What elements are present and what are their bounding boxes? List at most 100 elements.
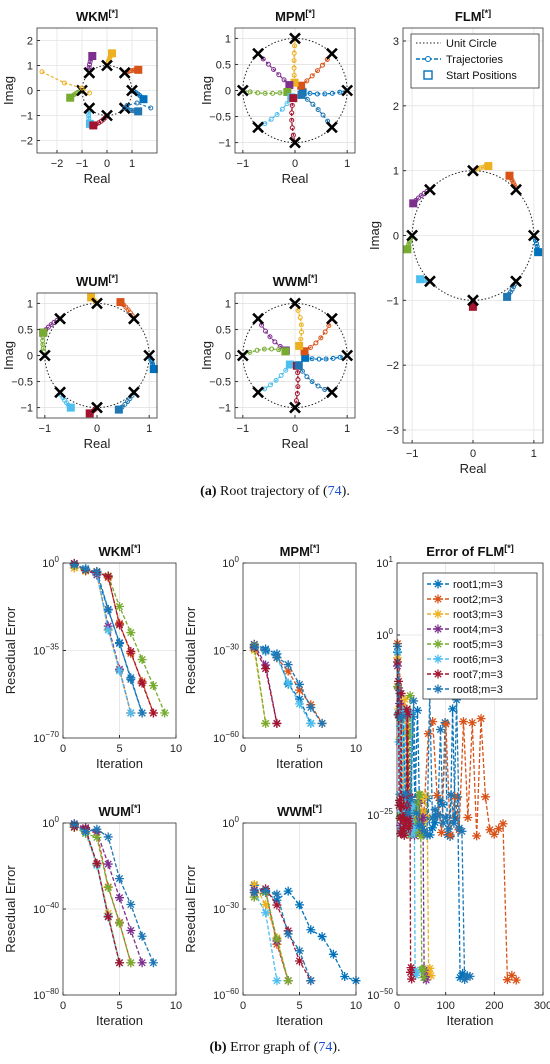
data-point <box>425 963 435 973</box>
trajectory-point <box>315 383 321 389</box>
data-point <box>458 717 468 727</box>
data-point <box>272 934 282 944</box>
y-tick-label: −0.5 <box>11 377 33 389</box>
trajectory-point <box>477 165 483 171</box>
x-tick-label: 1 <box>344 158 350 170</box>
trajectory-line <box>293 38 296 83</box>
start-position-marker <box>297 90 306 99</box>
data-point <box>272 895 282 905</box>
y-tick-label: 100 <box>42 555 59 570</box>
data-point <box>402 704 412 714</box>
data-point <box>408 712 418 722</box>
root-marker <box>143 349 156 362</box>
data-point <box>295 946 304 956</box>
data-point <box>426 971 436 981</box>
trajectory-line <box>302 89 348 95</box>
x-tick-label: 0 <box>292 423 298 435</box>
trajectory-point <box>510 180 516 186</box>
start-position-marker <box>285 81 294 90</box>
trajectory-point <box>277 90 283 96</box>
y-tick-label: 0.5 <box>18 324 33 336</box>
y-tick-label: 1 <box>27 61 33 73</box>
y-tick-label: 0.5 <box>216 324 231 336</box>
data-point <box>261 664 271 674</box>
data-point <box>340 971 350 981</box>
x-tick-label: 0 <box>240 1000 246 1012</box>
trajectory-line <box>294 365 299 408</box>
y-tick-label: 0 <box>27 86 33 98</box>
root-marker <box>325 47 338 60</box>
trajectory-point <box>319 62 325 68</box>
trajectory-point <box>289 117 295 123</box>
y-tick-label: 10−30 <box>213 901 239 916</box>
trajectory-point <box>87 90 92 96</box>
legend-entry: root4;m=3 <box>453 624 503 636</box>
series-line <box>253 892 278 981</box>
root-marker <box>54 312 67 325</box>
trajectory-point <box>289 125 295 131</box>
root-marker <box>83 102 96 115</box>
trajectory-line <box>118 391 135 411</box>
root-marker <box>101 109 113 122</box>
data-point <box>435 795 445 805</box>
trajectory-point <box>122 105 127 111</box>
trajectory-point <box>289 110 295 116</box>
data-point <box>405 819 415 829</box>
data-point <box>450 813 460 823</box>
trajectory-point <box>295 377 301 383</box>
x-tick-label: −1 <box>237 158 250 170</box>
data-point <box>115 666 124 676</box>
x-tick-label: 0 <box>104 158 110 170</box>
data-point <box>428 717 438 727</box>
root-marker <box>252 47 265 60</box>
root-marker <box>127 312 140 325</box>
legend-entry: root3;m=3 <box>453 609 503 621</box>
data-point <box>465 971 475 981</box>
data-point <box>433 624 443 634</box>
trajectory-point <box>289 102 295 108</box>
start-position-marker <box>89 121 98 130</box>
chart-title: WKM[*] <box>76 8 118 24</box>
wum-roots-marks <box>38 293 158 418</box>
trajectory-point <box>281 77 287 83</box>
y-tick-label: −2 <box>20 136 33 148</box>
x-tick-label: 5 <box>116 1000 122 1012</box>
y-tick-label: 0.5 <box>216 59 231 71</box>
data-point <box>283 929 293 939</box>
caption-a-ref[interactable]: 74 <box>327 484 342 499</box>
data-point <box>295 956 304 966</box>
x-axis-label: Iteration <box>276 1013 323 1028</box>
data-point <box>463 812 473 822</box>
data-point <box>272 652 282 662</box>
data-point <box>400 694 410 704</box>
data-point <box>507 970 517 980</box>
trajectory-point <box>134 100 140 106</box>
y-tick-label: 10−60 <box>213 730 239 745</box>
start-position-marker <box>468 302 477 311</box>
caption-b-ref[interactable]: 74 <box>318 1040 333 1055</box>
y-tick-label: 100 <box>222 815 239 830</box>
data-point <box>92 858 102 868</box>
chart-title: WKM[*] <box>99 543 141 559</box>
data-point <box>148 681 158 691</box>
trajectory-point <box>337 354 343 360</box>
y-tick-label: 10−60 <box>213 987 239 1002</box>
y-tick-label: −1 <box>218 138 231 150</box>
y-axis-label: Resedual Error <box>3 606 18 694</box>
legend-entry: Trajectories <box>446 54 504 66</box>
y-tick-label: 100 <box>42 815 59 830</box>
data-point <box>406 963 416 973</box>
data-point <box>430 805 440 815</box>
trajectory-point <box>86 110 92 116</box>
data-point <box>103 571 113 581</box>
x-tick-label: 10 <box>350 743 362 755</box>
data-point <box>283 666 293 676</box>
x-axis-label: Real <box>84 171 111 186</box>
data-point <box>441 719 451 729</box>
data-point <box>433 684 443 694</box>
start-position-marker <box>289 94 298 103</box>
data-point <box>295 694 304 704</box>
data-point <box>261 645 271 655</box>
trajectory-point <box>261 346 267 352</box>
data-point <box>317 932 327 942</box>
